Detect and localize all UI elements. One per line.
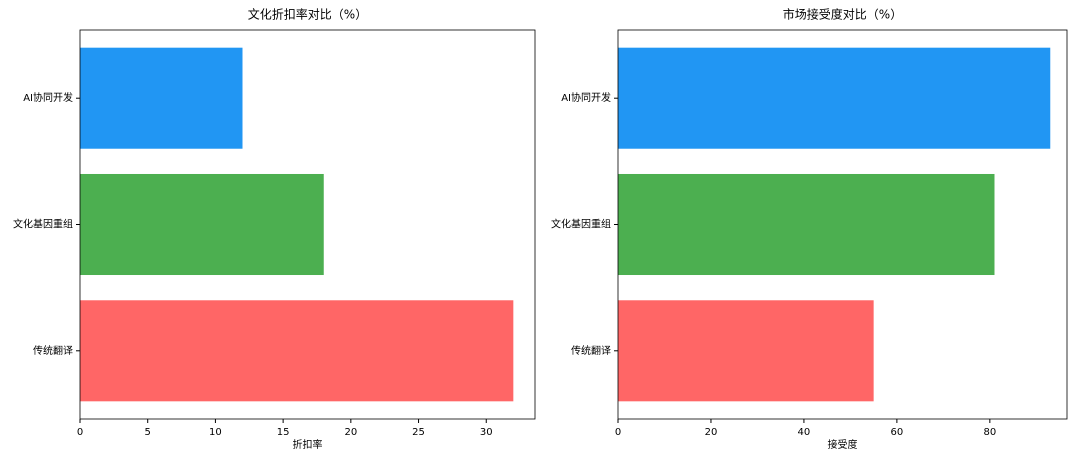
x-tick-label: 80: [983, 427, 996, 438]
chart-title: 市场接受度对比（%）: [783, 7, 902, 22]
y-tick-label: 文化基因重组: [13, 218, 73, 231]
x-tick-label: 25: [412, 427, 425, 438]
y-tick-label: AI协同开发: [23, 91, 73, 104]
x-tick-label: 20: [344, 427, 357, 438]
y-tick-label: 传统翻译: [33, 344, 73, 357]
x-tick-label: 15: [277, 427, 290, 438]
x-axis-label: 折扣率: [293, 438, 323, 451]
x-tick-label: 20: [705, 427, 718, 438]
x-tick-label: 40: [798, 427, 811, 438]
x-tick-label: 5: [145, 427, 151, 438]
y-tick-label: 文化基因重组: [551, 218, 611, 231]
x-tick-label: 30: [480, 427, 493, 438]
x-tick-label: 10: [209, 427, 222, 438]
bar: [80, 47, 243, 149]
y-tick-label: 传统翻译: [571, 344, 611, 357]
x-tick-label: 0: [77, 427, 83, 438]
axes-frame: [617, 29, 1068, 420]
x-tick-label: 0: [615, 427, 621, 438]
x-axis-label: 接受度: [828, 438, 858, 451]
x-tick-label: 60: [891, 427, 904, 438]
bar: [618, 47, 1051, 149]
bar: [80, 173, 324, 276]
y-tick-label: AI协同开发: [561, 91, 611, 104]
bar: [80, 300, 514, 402]
axes-frame: [79, 29, 536, 420]
bar: [618, 300, 874, 402]
chart-title: 文化折扣率对比（%）: [248, 7, 367, 22]
bar: [618, 173, 995, 276]
